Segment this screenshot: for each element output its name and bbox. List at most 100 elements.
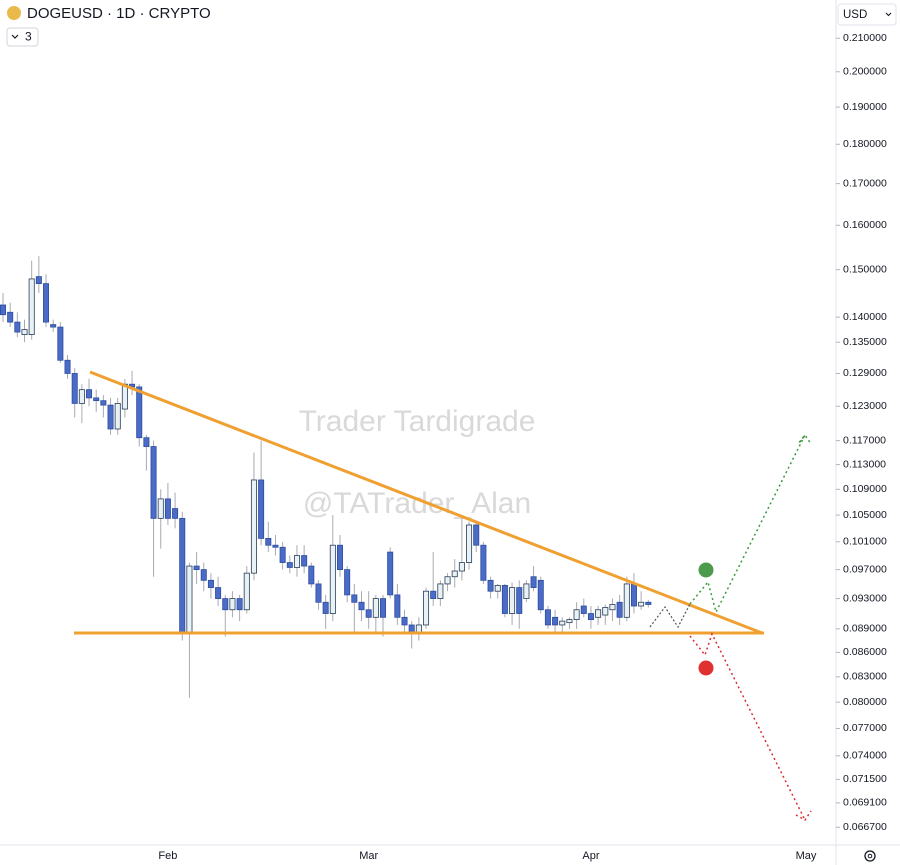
- y-tick-label: 0.113000: [843, 458, 886, 470]
- candle-body: [430, 590, 437, 599]
- settings-button[interactable]: [864, 850, 876, 862]
- candle-body: [595, 609, 602, 618]
- y-tick-label: 0.109000: [843, 483, 887, 495]
- y-tick-label: 0.086000: [843, 646, 887, 658]
- candle-body: [193, 565, 200, 570]
- candle-body: [552, 616, 559, 626]
- time-axis: Feb Mar Apr May: [158, 850, 817, 862]
- candle-body: [466, 524, 473, 563]
- candle-body: [157, 498, 164, 519]
- candle-body: [573, 609, 580, 620]
- y-tick-label: 0.135000: [843, 336, 887, 348]
- candle-body: [401, 616, 408, 626]
- candle-body: [602, 607, 609, 616]
- candle-body: [358, 601, 365, 611]
- candle-body: [293, 555, 300, 568]
- candle-body: [344, 569, 351, 596]
- candle-body: [114, 403, 121, 430]
- candle-body: [365, 609, 372, 618]
- candle-body: [28, 278, 35, 335]
- candle-body: [616, 601, 623, 618]
- candle-body: [301, 555, 308, 567]
- currency-label: USD: [843, 9, 867, 21]
- price-axis: 0.210000 0.200000 0.190000 0.180000 0.170000…: [836, 32, 887, 833]
- y-tick-label: 0.071500: [843, 773, 887, 785]
- bull-marker: [698, 562, 714, 578]
- candle-body: [179, 517, 186, 634]
- candle-body: [136, 386, 143, 439]
- candle-body: [78, 389, 85, 404]
- candle-body: [107, 404, 114, 430]
- currency-select[interactable]: [837, 3, 897, 26]
- indicator-toggle[interactable]: [6, 27, 39, 47]
- y-tick-label: 0.150000: [843, 263, 887, 275]
- y-tick-label: 0.117000: [843, 434, 886, 446]
- chevron-icon: [885, 12, 892, 17]
- candle-body: [494, 584, 501, 592]
- candle-body: [164, 498, 171, 519]
- candle-body: [93, 397, 100, 402]
- candle-body: [516, 587, 523, 614]
- watermarks: Trader Tardigrade @TATrader_Alan: [299, 405, 536, 520]
- candle-body: [501, 584, 508, 614]
- symbol-icon: [7, 6, 21, 20]
- candle-body: [86, 389, 93, 399]
- candle-body: [458, 562, 465, 572]
- chevron-icon: [11, 34, 19, 39]
- y-tick-label: 0.160000: [843, 219, 887, 231]
- y-tick-label: 0.105000: [843, 509, 887, 521]
- candle-body: [437, 583, 444, 599]
- candle-body: [523, 583, 530, 599]
- candle-body: [566, 619, 573, 624]
- x-tick-label: Mar: [359, 850, 378, 862]
- candle-body: [71, 373, 78, 404]
- y-tick-label: 0.089000: [843, 623, 887, 635]
- candle-body: [258, 479, 265, 539]
- candle-body: [265, 538, 272, 546]
- y-tick-label: 0.210000: [843, 32, 887, 44]
- candle-body: [200, 569, 207, 581]
- y-tick-label: 0.077000: [843, 722, 887, 734]
- candle-body: [43, 283, 50, 323]
- y-tick-label: 0.069100: [843, 797, 887, 809]
- trend-line: [89, 370, 763, 635]
- candle-body: [286, 562, 293, 568]
- y-tick-label: 0.083000: [843, 671, 887, 683]
- candle-body: [580, 605, 587, 614]
- y-tick-label: 0.080000: [843, 696, 887, 708]
- y-tick-label: 0.074000: [843, 750, 887, 762]
- candle-body: [0, 304, 6, 316]
- x-tick-label: Feb: [158, 850, 177, 862]
- candle-body: [638, 601, 645, 607]
- candle-body: [243, 572, 250, 611]
- candle-body: [57, 326, 64, 361]
- candle-body: [207, 579, 214, 588]
- candle-body: [587, 613, 594, 620]
- candle-body: [336, 544, 343, 570]
- symbol-title: DOGEUSD · 1D · CRYPTO: [27, 5, 211, 22]
- candle-body: [150, 446, 157, 519]
- header: DOGEUSD · 1D · CRYPTO 3 USD: [6, 3, 897, 862]
- y-tick-label: 0.093000: [843, 592, 887, 604]
- y-tick-label: 0.140000: [843, 311, 887, 323]
- candles: [0, 256, 652, 698]
- candle-body: [623, 583, 630, 618]
- candle-body: [630, 583, 637, 607]
- candle-body: [50, 324, 57, 328]
- candle-body: [387, 551, 394, 596]
- y-tick-label: 0.200000: [843, 66, 887, 78]
- y-tick-label: 0.190000: [843, 101, 887, 113]
- x-tick-label: Apr: [582, 850, 599, 862]
- candle-body: [609, 604, 616, 611]
- candle-body: [7, 311, 14, 323]
- candle-body: [451, 570, 458, 578]
- candle-body: [121, 383, 128, 410]
- y-tick-label: 0.180000: [843, 138, 887, 150]
- candle-body: [530, 576, 537, 588]
- candle-body: [35, 276, 42, 285]
- candle-body: [351, 594, 358, 603]
- candle-body: [100, 400, 107, 406]
- candle-body: [537, 579, 544, 611]
